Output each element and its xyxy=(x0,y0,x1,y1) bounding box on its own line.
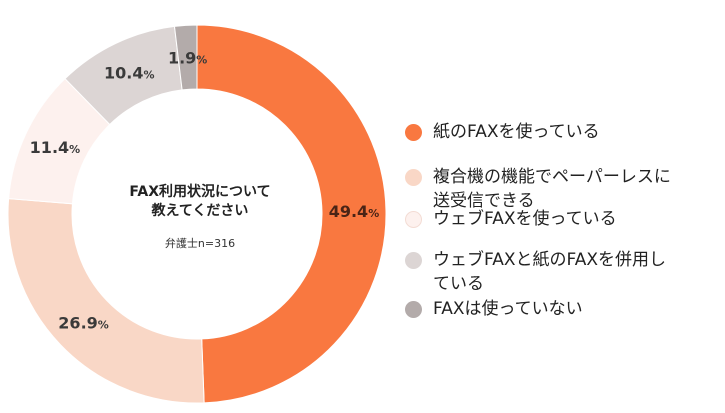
legend-dot xyxy=(405,211,422,228)
legend-label: ウェブFAXと紙のFAXを併用し ている xyxy=(433,250,666,294)
slice-value-label-3: 10.4% xyxy=(104,63,155,82)
legend-dot xyxy=(405,124,422,141)
legend-label: FAXは使っていない xyxy=(433,299,583,319)
slice-value-label-1: 26.9% xyxy=(58,314,109,333)
chart-title-line-1: FAX利用状況について xyxy=(129,184,271,200)
donut-slice-4 xyxy=(173,24,198,91)
donut-slice-0 xyxy=(196,24,387,404)
legend-dot xyxy=(405,169,422,186)
slice-value-label-4: 1.9% xyxy=(168,48,207,67)
legend-label: ウェブFAXを使っている xyxy=(433,209,617,229)
donut-slice-1 xyxy=(7,198,205,404)
legend-dot xyxy=(405,252,422,269)
chart-title: FAX利用状況について 教えてください xyxy=(95,183,305,221)
slice-value-label-0: 49.4% xyxy=(329,202,380,221)
chart-title-line-2: 教えてください xyxy=(151,203,249,219)
slice-value-label-2: 11.4% xyxy=(30,138,81,157)
chart-subtitle: 弁護士n=316 xyxy=(164,237,236,250)
legend-dot xyxy=(405,301,422,318)
legend-label: 紙のFAXを使っている xyxy=(433,122,600,142)
legend-label: 複合機の機能でペーパーレスに 送受信できる xyxy=(433,167,671,211)
